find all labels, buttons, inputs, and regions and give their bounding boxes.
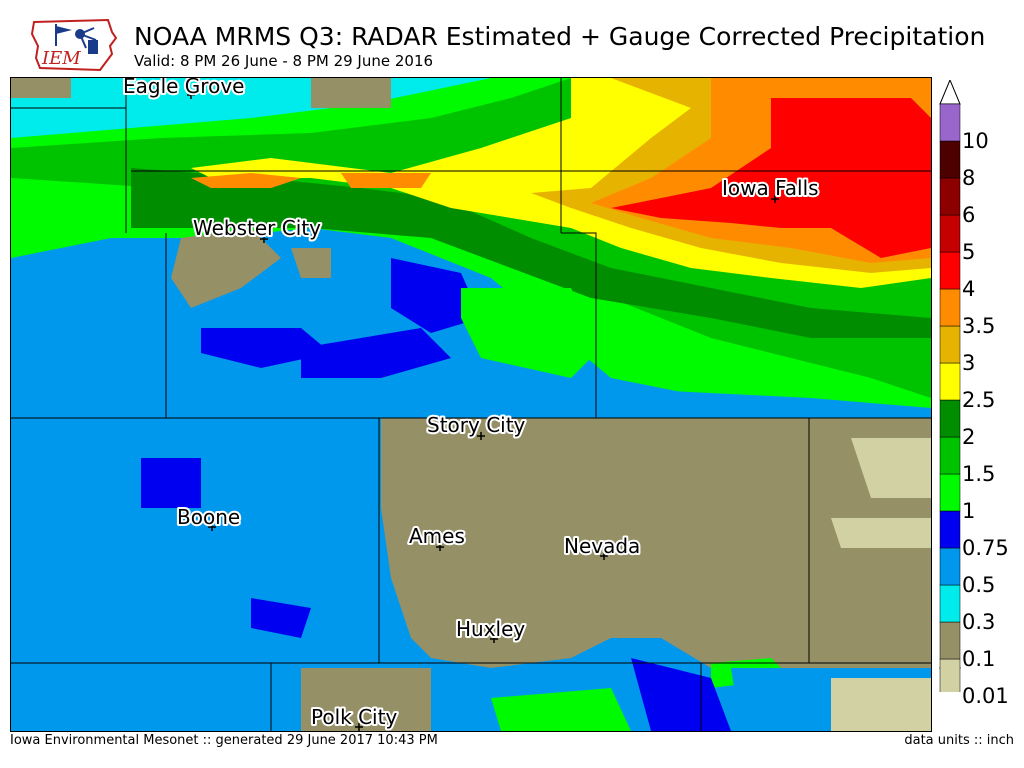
county-boundaries — [11, 78, 931, 731]
legend-band-3.5 — [939, 288, 961, 327]
iem-logo: IEM — [26, 10, 122, 74]
legend-label-1.5: 1.5 — [962, 462, 996, 486]
valid-period: Valid: 8 PM 26 June - 8 PM 29 June 2016 — [134, 52, 434, 70]
city-label-polk-city: Polk City — [311, 705, 397, 729]
legend-label-0.5: 0.5 — [962, 573, 996, 597]
legend-band-8 — [939, 140, 961, 179]
legend-band-1.5 — [939, 436, 961, 475]
city-marker-icon — [477, 432, 485, 440]
legend-label-0.1: 0.1 — [962, 647, 996, 671]
city-label-huxley: Huxley — [456, 617, 525, 641]
legend-band-2 — [939, 399, 961, 438]
city-marker-icon — [771, 195, 779, 203]
legend-label-2: 2 — [962, 425, 976, 449]
footer-units: data units :: inch — [904, 733, 1014, 748]
city-label-iowa-falls: Iowa Falls — [722, 176, 819, 200]
legend-band-5 — [939, 214, 961, 253]
legend-band-0.3 — [939, 584, 961, 623]
legend-label-0.01: 0.01 — [962, 684, 1009, 708]
legend-label-0.75: 0.75 — [962, 536, 1009, 560]
legend-band-6 — [939, 177, 961, 216]
city-iowa-falls: Iowa Falls — [720, 174, 821, 203]
legend-label-8: 8 — [962, 166, 976, 190]
city-label-eagle-grove: Eagle Grove — [123, 78, 244, 98]
city-label-nevada: Nevada — [564, 534, 640, 558]
legend-label-6: 6 — [962, 203, 976, 227]
legend-label-4: 4 — [962, 277, 976, 301]
legend-band-0.5 — [939, 547, 961, 586]
legend-band-2.5 — [939, 362, 961, 401]
logo-text: IEM — [41, 48, 81, 69]
legend-band-3 — [939, 325, 961, 364]
legend-label-10: 10 — [962, 129, 989, 153]
city-ames: Ames — [407, 522, 467, 551]
city-label-ames: Ames — [409, 524, 465, 548]
city-label-webster-city: Webster City — [193, 216, 321, 240]
footer-generated: Iowa Environmental Mesonet :: generated … — [10, 733, 438, 748]
city-polk-city: Polk City — [309, 703, 399, 731]
legend-label-3: 3 — [962, 351, 976, 375]
legend-band-0.01 — [939, 658, 961, 697]
legend-label-2.5: 2.5 — [962, 388, 996, 412]
map-title: NOAA MRMS Q3: RADAR Estimated + Gauge Co… — [134, 22, 986, 51]
legend-band-4 — [939, 251, 961, 290]
city-label-boone: Boone — [177, 505, 240, 529]
city-marker-icon — [600, 552, 608, 560]
city-huxley: Huxley — [454, 615, 527, 643]
precipitation-legend — [938, 78, 1024, 697]
precipitation-field — [11, 78, 931, 731]
city-markers: Eagle Grove Webster City Iowa Falls Story C… — [121, 78, 821, 731]
city-marker-icon — [490, 635, 498, 643]
city-nevada: Nevada — [562, 532, 642, 560]
city-eagle-grove: Eagle Grove — [121, 78, 246, 100]
legend-label-0.3: 0.3 — [962, 610, 996, 634]
city-boone: Boone — [175, 503, 242, 531]
legend-band-0.75 — [939, 510, 961, 549]
legend-label-3.5: 3.5 — [962, 314, 996, 338]
legend-band-1 — [939, 473, 961, 512]
legend-label-1: 1 — [962, 499, 976, 523]
city-marker-icon — [355, 723, 363, 731]
city-webster-city: Webster City — [191, 214, 323, 243]
precipitation-map: Eagle Grove Webster City Iowa Falls Story C… — [10, 77, 932, 732]
city-label-story-city: Story City — [427, 413, 526, 437]
legend-label-5: 5 — [962, 240, 976, 264]
city-marker-icon — [436, 543, 444, 551]
city-marker-icon — [208, 523, 216, 531]
city-marker-icon — [187, 91, 195, 99]
legend-band-10 — [939, 103, 961, 142]
legend-band-0.1 — [939, 621, 961, 660]
city-story-city: Story City — [425, 411, 528, 440]
city-marker-icon — [260, 235, 268, 243]
